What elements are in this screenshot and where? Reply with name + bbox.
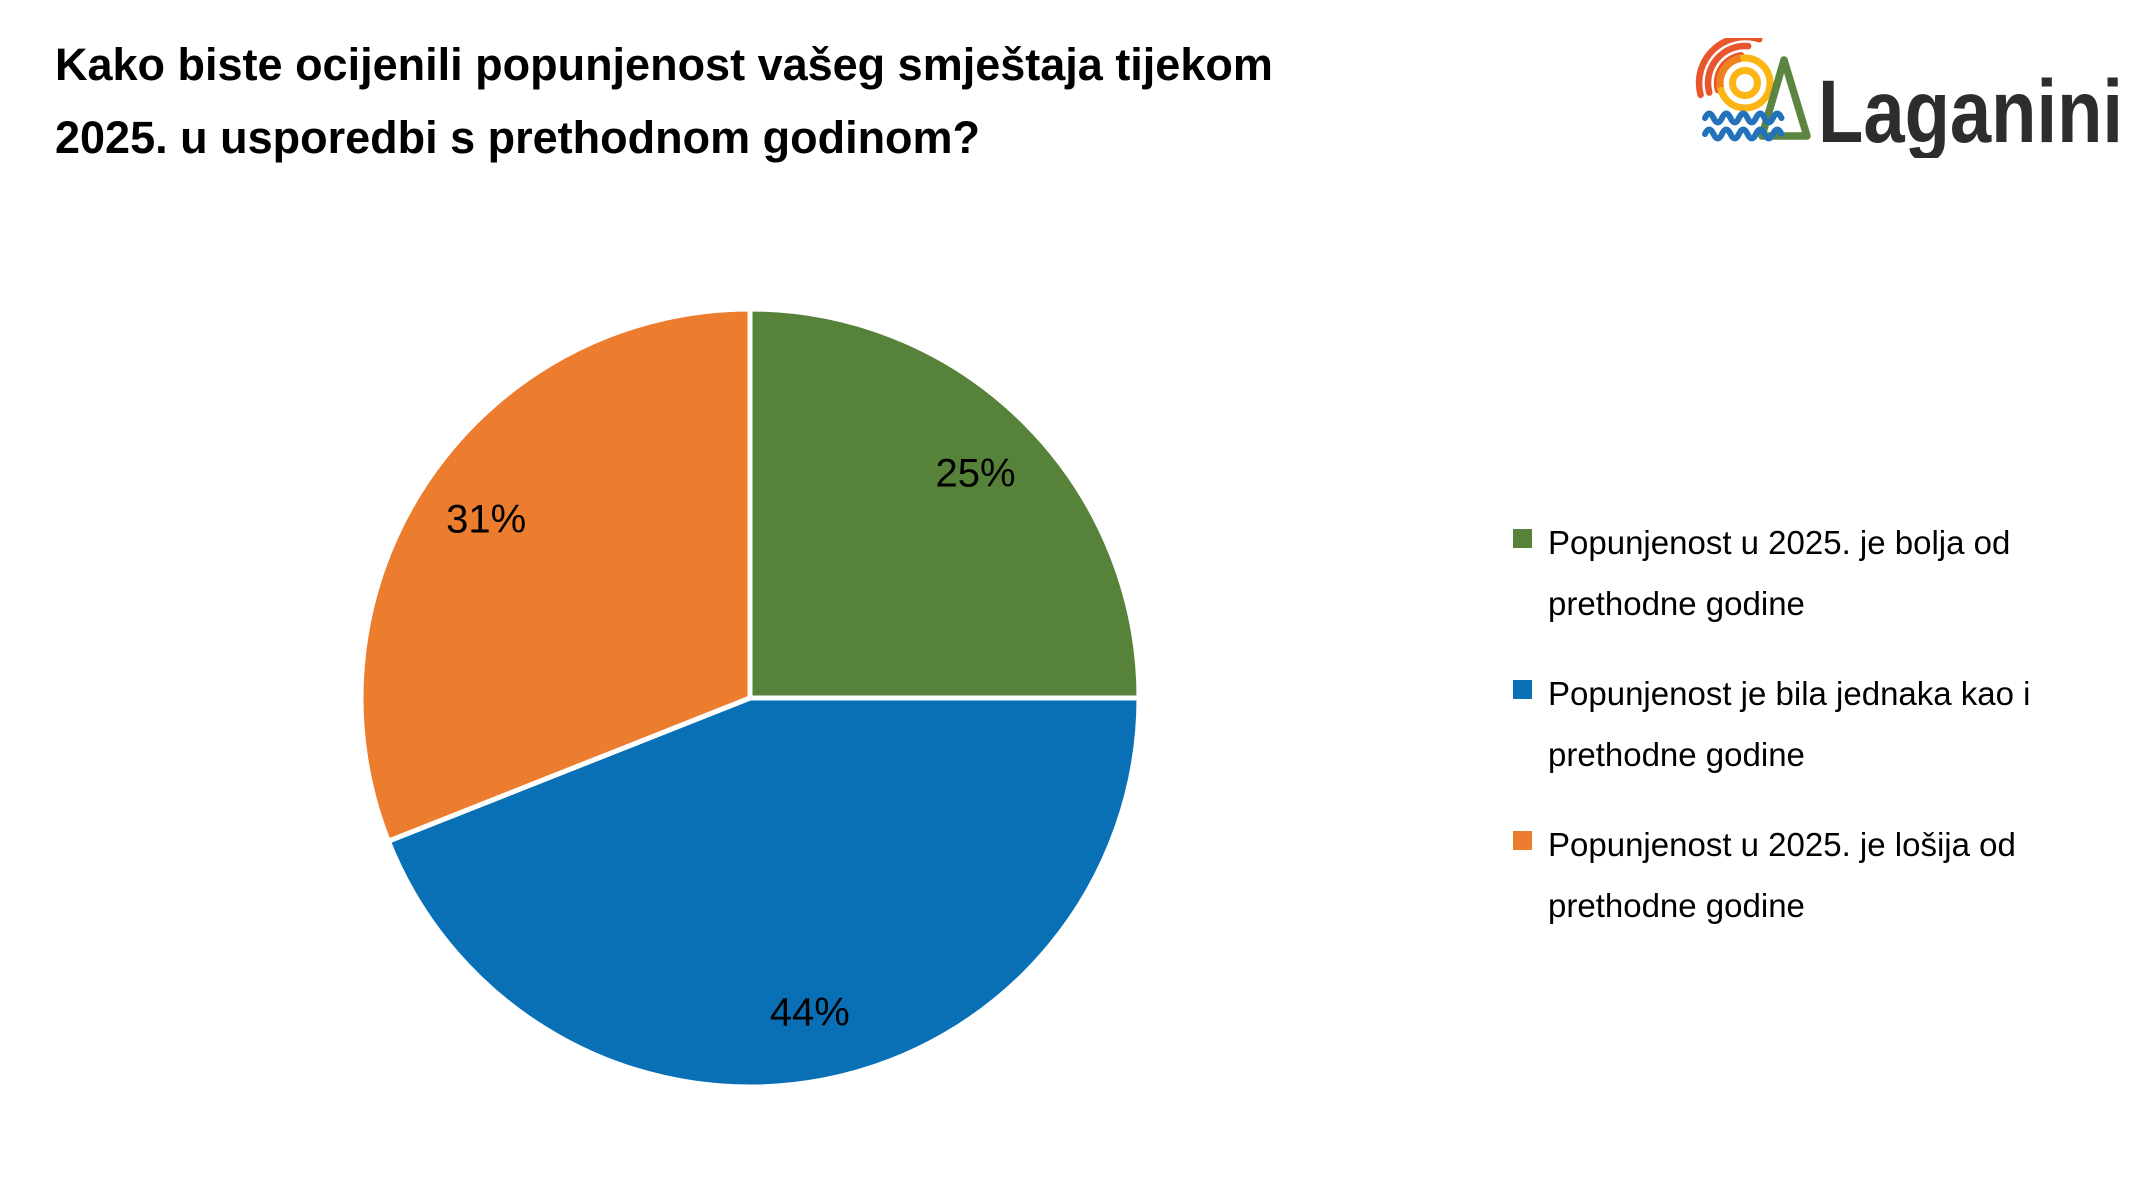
logo-wordmark-svg: Laganini <box>1818 61 2123 158</box>
pie-slice-1 <box>385 695 1142 1090</box>
tree-icon <box>1758 56 1811 140</box>
legend-marker <box>1513 529 1532 548</box>
page-title: Kako biste ocijenili popunjenost vašeg s… <box>55 28 1655 174</box>
legend-marker <box>1513 831 1532 850</box>
legend-item: Popunjenost u 2025. je bolja od prethodn… <box>1513 512 2073 634</box>
legend-item: Popunjenost je bila jednaka kao i pretho… <box>1513 663 2073 785</box>
title-line-2: 2025. u usporedbi s prethodnom godinom? <box>55 112 981 163</box>
waves-icon <box>1702 110 1785 142</box>
legend-label-line: prethodne godine <box>1548 736 1805 773</box>
legend-marker <box>1513 680 1532 699</box>
title-line-1: Kako biste ocijenili popunjenost vašeg s… <box>55 39 1273 90</box>
logo: Laganini <box>1690 38 2130 158</box>
pie-data-label-2: 31% <box>446 498 526 542</box>
legend-label: Popunjenost u 2025. je bolja od prethodn… <box>1548 512 2010 634</box>
legend-label: Popunjenost u 2025. je lošija od prethod… <box>1548 814 2016 936</box>
chart-legend: Popunjenost u 2025. je bolja od prethodn… <box>1513 512 2073 965</box>
pie-data-label-1: 44% <box>770 990 850 1034</box>
legend-item: Popunjenost u 2025. je lošija od prethod… <box>1513 814 2073 936</box>
sun-icon <box>1716 54 1774 112</box>
logo-wordmark: Laganini <box>1818 61 2123 158</box>
legend-label-line: prethodne godine <box>1548 887 1805 924</box>
pie-data-label-0: 25% <box>936 451 1016 495</box>
pie-slice-2 <box>358 306 753 844</box>
legend-label-line: Popunjenost u 2025. je bolja od <box>1548 524 2011 561</box>
logo-icon <box>1695 38 1811 142</box>
pie-slice-0 <box>747 306 1142 701</box>
legend-label-line: Popunjenost u 2025. je lošija od <box>1548 826 2016 863</box>
pie-chart: 25% 44% 31% <box>358 306 1142 1090</box>
legend-label-line: Popunjenost je bila jednaka kao i <box>1548 675 2031 712</box>
legend-label-line: prethodne godine <box>1548 585 1805 622</box>
legend-label: Popunjenost je bila jednaka kao i pretho… <box>1548 663 2031 785</box>
